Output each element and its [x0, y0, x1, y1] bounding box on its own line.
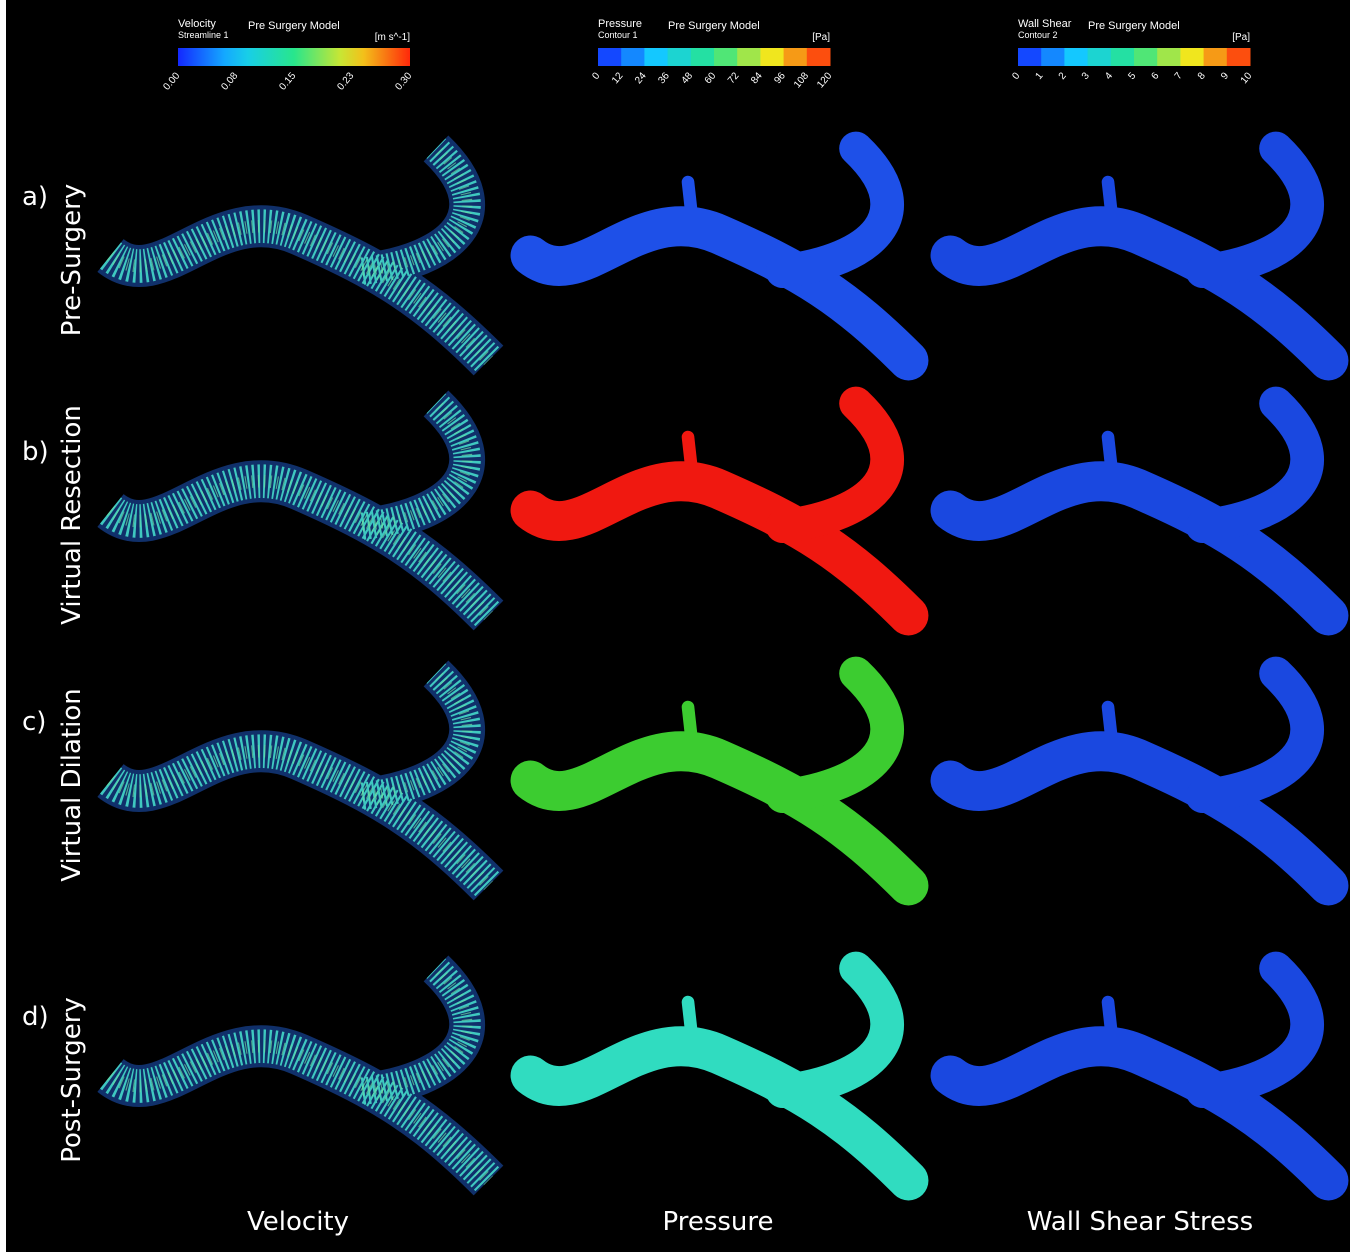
legend-unit: [m s^-1]: [375, 32, 410, 43]
row-label: Pre-Surgery: [57, 184, 87, 337]
colorbar-band: [784, 48, 808, 66]
colorbar-band: [691, 48, 715, 66]
colorbar-band: [668, 48, 692, 66]
colorbar-band: [760, 48, 784, 66]
row-label: Virtual Resection: [57, 405, 87, 625]
row-letter: d): [22, 1002, 49, 1032]
row-letter: b): [22, 437, 49, 467]
row-letter: a): [22, 182, 48, 212]
colorbar-band: [1204, 48, 1228, 66]
row-label: Post-Surgery: [57, 997, 87, 1163]
legend-unit: [Pa]: [1232, 32, 1250, 43]
row-label: Virtual Dilation: [57, 688, 87, 881]
colorbar-band: [714, 48, 738, 66]
colorbar-band: [644, 48, 668, 66]
legend-title: Velocity: [178, 18, 216, 30]
column-label: Wall Shear Stress: [1027, 1207, 1253, 1237]
colorbar-band: [1180, 48, 1204, 66]
legend-model: Pre Surgery Model: [248, 20, 340, 32]
colorbar-band: [807, 48, 831, 66]
colorbar-band: [1018, 48, 1042, 66]
row-letter: c): [22, 707, 46, 737]
legend-model: Pre Surgery Model: [668, 20, 760, 32]
legend-model: Pre Surgery Model: [1088, 20, 1180, 32]
colorbar-band: [1064, 48, 1088, 66]
colorbar: [178, 48, 410, 66]
figure: VelocityStreamline 1Pre Surgery Model[m …: [0, 0, 1355, 1252]
legend-title: Wall Shear: [1018, 18, 1072, 30]
legend-subtitle: Contour 2: [1018, 30, 1058, 40]
colorbar-band: [1134, 48, 1158, 66]
column-label: Velocity: [247, 1207, 349, 1237]
column-label: Pressure: [662, 1207, 773, 1237]
colorbar-band: [1111, 48, 1135, 66]
colorbar-band: [1088, 48, 1112, 66]
colorbar-band: [1041, 48, 1065, 66]
colorbar-band: [1227, 48, 1251, 66]
colorbar-band: [737, 48, 761, 66]
colorbar-band: [1157, 48, 1181, 66]
legend-unit: [Pa]: [812, 32, 830, 43]
colorbar-band: [598, 48, 622, 66]
legend-subtitle: Contour 1: [598, 30, 638, 40]
legend-title: Pressure: [598, 18, 642, 30]
legend-subtitle: Streamline 1: [178, 30, 229, 40]
colorbar-band: [621, 48, 645, 66]
